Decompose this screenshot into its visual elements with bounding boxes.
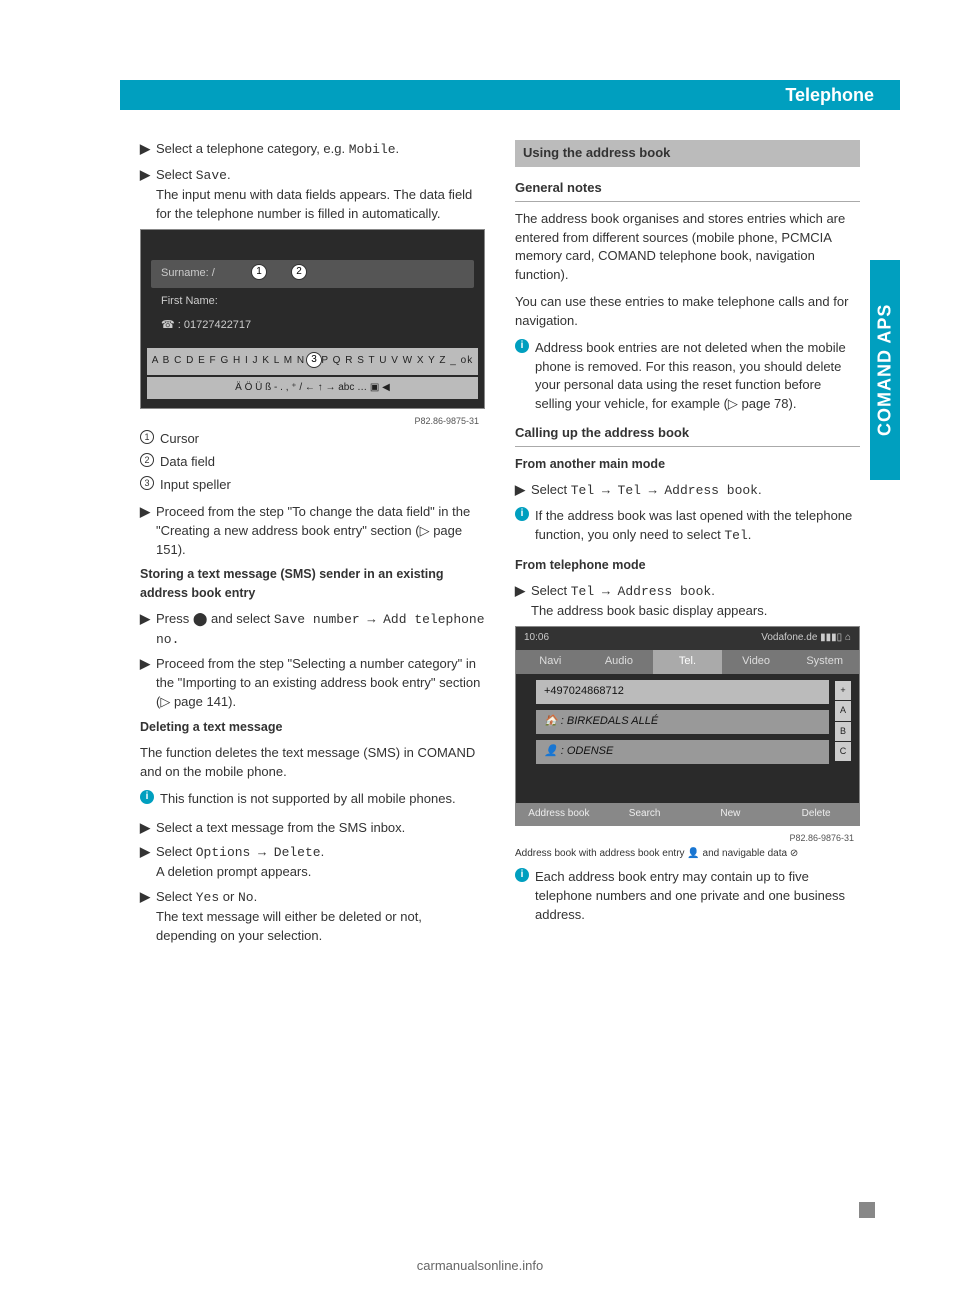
step-select-category: ▶ Select a telephone category, e.g. Mobi… bbox=[140, 140, 485, 160]
bot-delete: Delete bbox=[773, 803, 859, 826]
step-proceed-change: ▶ Proceed from the step "To change the d… bbox=[140, 503, 485, 560]
sub-from-another-mode: From another main mode bbox=[515, 455, 860, 473]
bottom-bar: Address book Search New Delete bbox=[516, 803, 859, 826]
legend-speller: 3Input speller bbox=[140, 476, 485, 495]
screenshot-caption: Address book with address book entry 👤 a… bbox=[515, 847, 860, 860]
header-title: Telephone bbox=[785, 85, 874, 106]
entry-birkedals: 🏠 : BIRKEDALS ALLÉ bbox=[536, 710, 829, 734]
legend-cursor: 1Cursor bbox=[140, 430, 485, 449]
legend-datafield: 2Data field bbox=[140, 453, 485, 472]
phone-field: ☎ : 01727422717 bbox=[141, 314, 484, 338]
status-bar: 10:06 Vodafone.de ▮▮▮▯ ⌂ bbox=[516, 627, 859, 650]
heading-general-notes: General notes bbox=[515, 179, 860, 202]
sub-from-telephone-mode: From telephone mode bbox=[515, 556, 860, 574]
info-entry-contains: i Each address book entry may contain up… bbox=[515, 868, 860, 925]
step-tel-address: ▶ Select Tel → Address book. The address… bbox=[515, 582, 860, 621]
menu-tel: Tel. bbox=[653, 650, 722, 674]
section-using-address-book: Using the address book bbox=[515, 140, 860, 167]
info-entries-not-deleted: i Address book entries are not deleted w… bbox=[515, 339, 860, 414]
entry-phone: +497024868712 bbox=[536, 680, 829, 704]
step-tel-tel-address: ▶ Select Tel → Tel → Address book. bbox=[515, 481, 860, 501]
letter-index: + A B C bbox=[835, 681, 851, 761]
menu-video: Video bbox=[722, 650, 791, 674]
step-options-delete: ▶ Select Options → Delete. A deletion pr… bbox=[140, 843, 485, 882]
content: ▶ Select a telephone category, e.g. Mobi… bbox=[140, 140, 860, 952]
info-icon: i bbox=[140, 790, 154, 804]
surname-field: Surname: / bbox=[151, 260, 474, 288]
step-yes-no: ▶ Select Yes or No. The text message wil… bbox=[140, 888, 485, 946]
figure-id-2: P82.86-9876-31 bbox=[515, 830, 860, 847]
menu-audio: Audio bbox=[585, 650, 654, 674]
menu-navi: Navi bbox=[516, 650, 585, 674]
header-bar: Telephone 149 bbox=[120, 80, 900, 110]
firstname-field: First Name: bbox=[141, 290, 484, 314]
step-select-sms: ▶ Select a text message from the SMS inb… bbox=[140, 819, 485, 838]
heading-deleting-sms: Deleting a text message bbox=[140, 718, 485, 736]
deleting-description: The function deletes the text message (S… bbox=[140, 744, 485, 782]
side-tab: COMAND APS bbox=[870, 260, 900, 480]
info-not-supported: i This function is not supported by all … bbox=[140, 790, 485, 809]
bot-new: New bbox=[688, 803, 774, 826]
bot-search: Search bbox=[602, 803, 688, 826]
info-icon: i bbox=[515, 339, 529, 353]
step-proceed-select-category: ▶ Proceed from the step "Selecting a num… bbox=[140, 655, 485, 712]
info-last-opened: i If the address book was last opened wi… bbox=[515, 507, 860, 546]
left-column: ▶ Select a telephone category, e.g. Mobi… bbox=[140, 140, 485, 952]
bullet-marker: ▶ bbox=[140, 140, 156, 160]
general-notes-p2: You can use these entries to make teleph… bbox=[515, 293, 860, 331]
figure-id: P82.86-9875-31 bbox=[140, 413, 485, 430]
info-icon: i bbox=[515, 507, 529, 521]
right-column: Using the address book General notes The… bbox=[515, 140, 860, 952]
step-press-save-number: ▶ Press ⬤ and select Save number → Add t… bbox=[140, 610, 485, 650]
info-icon: i bbox=[515, 868, 529, 882]
step-select-save: ▶ Select Save. The input menu with data … bbox=[140, 166, 485, 224]
address-book-screenshot: 10:06 Vodafone.de ▮▮▮▯ ⌂ Navi Audio Tel.… bbox=[515, 626, 860, 826]
menu-bar: Navi Audio Tel. Video System bbox=[516, 650, 859, 674]
bot-addressbook: Address book bbox=[516, 803, 602, 826]
heading-calling-up: Calling up the address book bbox=[515, 424, 860, 447]
general-notes-p1: The address book organises and stores en… bbox=[515, 210, 860, 285]
entry-odense: 👤 : ODENSE bbox=[536, 740, 829, 764]
page-corner-icon bbox=[859, 1202, 875, 1218]
keyboard-row2: Ä Ö Ü ß - . , ⁺ / ← ↑ → abc … ▣ ◀ bbox=[147, 377, 478, 400]
footer-url: carmanualsonline.info bbox=[0, 1258, 960, 1273]
input-screenshot: Surname: / First Name: ☎ : 01727422717 A… bbox=[140, 229, 485, 409]
heading-storing-sender: Storing a text message (SMS) sender in a… bbox=[140, 565, 485, 601]
menu-system: System bbox=[790, 650, 859, 674]
